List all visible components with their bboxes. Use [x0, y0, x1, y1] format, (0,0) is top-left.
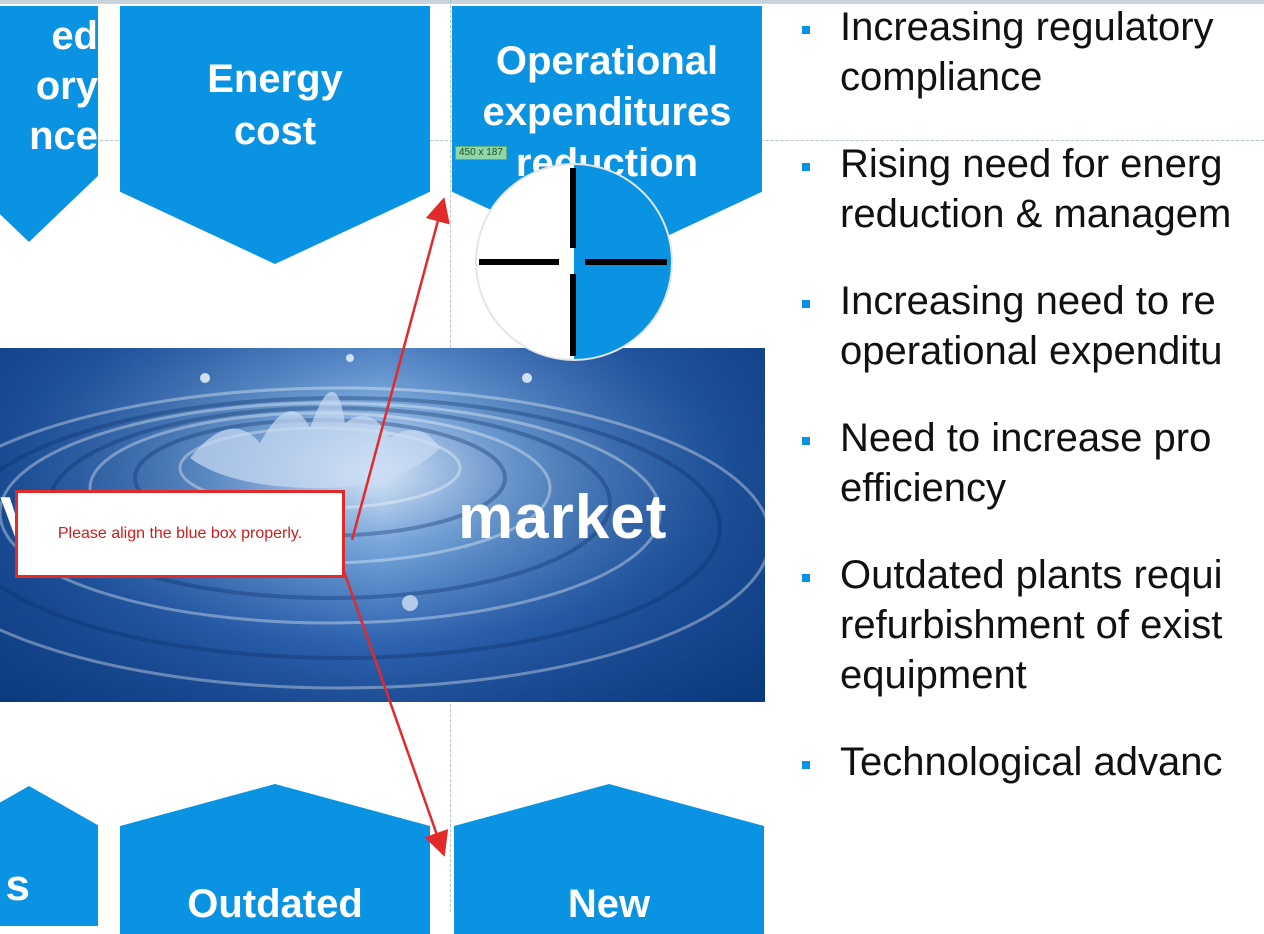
list-item[interactable]: Technological advanc [798, 737, 1264, 787]
tile-text: expenditures [482, 89, 732, 134]
window-top-edge [0, 0, 1264, 4]
bullet-text: Rising need for energ reduction & manage… [840, 142, 1232, 236]
tile-text: ory [35, 64, 98, 108]
image-caption: market [458, 483, 668, 552]
tile-text: New [567, 881, 651, 926]
tile-text: s [5, 861, 30, 910]
size-badge: 450 x 187 [455, 146, 507, 160]
list-item[interactable]: Need to increase pro efficiency [798, 413, 1264, 513]
tile-text: Outdated [187, 881, 363, 926]
bullet-text: Technological advanc [840, 740, 1223, 784]
bullet-text: Outdated plants requi refurbishment of e… [840, 553, 1223, 697]
tile-regulatory-compliance[interactable]: ed ory nce [0, 6, 98, 242]
tile-energy-cost[interactable]: Energy cost [120, 6, 430, 264]
tile-bottom-left[interactable]: s [0, 786, 98, 926]
annotation-callout[interactable]: Please align the blue box properly. [15, 490, 345, 578]
bullet-text: Need to increase pro efficiency [840, 416, 1212, 510]
annotation-text: Please align the blue box properly. [57, 525, 303, 542]
list-item[interactable]: Increasing regulatory compliance [798, 2, 1264, 102]
tile-text: ed [51, 14, 98, 58]
bullet-list: Increasing regulatory compliance Rising … [798, 0, 1264, 787]
tile-text: Energy [207, 57, 343, 101]
list-item[interactable]: Outdated plants requi refurbishment of e… [798, 550, 1264, 700]
bullet-text: Increasing regulatory compliance [840, 5, 1214, 99]
crosshair-magnifier-icon [475, 163, 673, 361]
bullet-text: Increasing need to re operational expend… [840, 279, 1223, 373]
list-item[interactable]: Increasing need to re operational expend… [798, 276, 1264, 376]
tile-text: nce [29, 114, 98, 158]
list-item[interactable]: Rising need for energ reduction & manage… [798, 139, 1264, 239]
tile-text: Operational [495, 38, 719, 83]
image-caption-fragment: V [0, 484, 16, 555]
tile-text: cost [233, 109, 317, 153]
